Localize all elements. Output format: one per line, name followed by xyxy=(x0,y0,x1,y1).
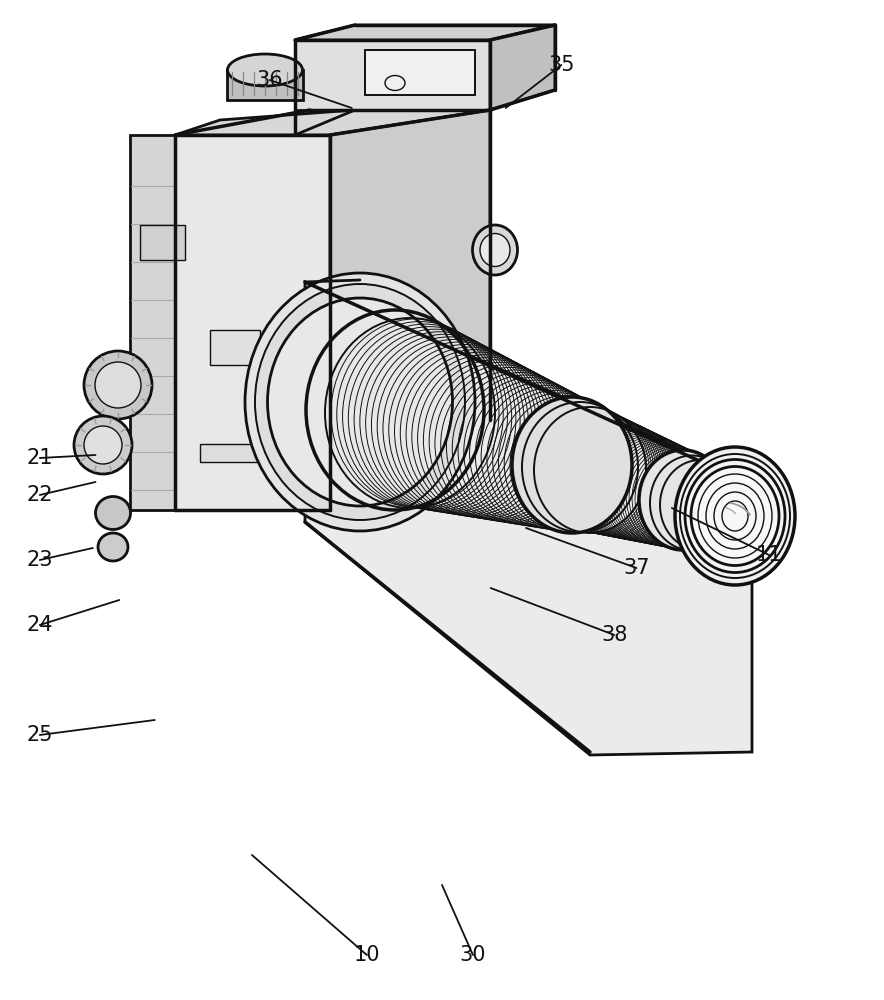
Polygon shape xyxy=(130,135,175,510)
Polygon shape xyxy=(140,225,185,260)
Ellipse shape xyxy=(685,460,785,572)
Text: 36: 36 xyxy=(256,70,283,90)
Ellipse shape xyxy=(639,450,727,550)
Ellipse shape xyxy=(255,284,465,520)
Text: 21: 21 xyxy=(27,448,53,468)
Polygon shape xyxy=(175,110,355,135)
Polygon shape xyxy=(295,25,555,40)
Text: 23: 23 xyxy=(27,550,53,570)
Polygon shape xyxy=(175,110,490,135)
Text: 30: 30 xyxy=(460,945,486,965)
Polygon shape xyxy=(365,50,475,95)
Ellipse shape xyxy=(74,416,132,474)
Text: 35: 35 xyxy=(548,55,575,75)
Polygon shape xyxy=(330,110,490,460)
Ellipse shape xyxy=(680,454,790,578)
Text: 38: 38 xyxy=(601,625,628,645)
Ellipse shape xyxy=(512,397,632,533)
Ellipse shape xyxy=(95,496,131,530)
Ellipse shape xyxy=(691,466,779,566)
Ellipse shape xyxy=(98,533,128,561)
Text: 11: 11 xyxy=(756,545,782,565)
Text: 25: 25 xyxy=(27,725,53,745)
Ellipse shape xyxy=(473,225,517,275)
Polygon shape xyxy=(200,444,268,462)
Polygon shape xyxy=(210,330,260,365)
Ellipse shape xyxy=(84,351,152,419)
Text: 10: 10 xyxy=(354,945,380,965)
Polygon shape xyxy=(295,40,490,110)
Ellipse shape xyxy=(480,233,510,266)
Polygon shape xyxy=(305,282,752,755)
Ellipse shape xyxy=(95,362,141,408)
Text: 22: 22 xyxy=(27,485,53,505)
Text: 24: 24 xyxy=(27,615,53,635)
Text: 37: 37 xyxy=(623,558,650,578)
Polygon shape xyxy=(175,135,330,510)
Ellipse shape xyxy=(268,298,453,506)
Ellipse shape xyxy=(227,54,302,86)
Ellipse shape xyxy=(675,447,795,585)
Ellipse shape xyxy=(245,273,475,531)
Ellipse shape xyxy=(84,426,122,464)
Polygon shape xyxy=(227,70,303,100)
Polygon shape xyxy=(490,25,555,110)
